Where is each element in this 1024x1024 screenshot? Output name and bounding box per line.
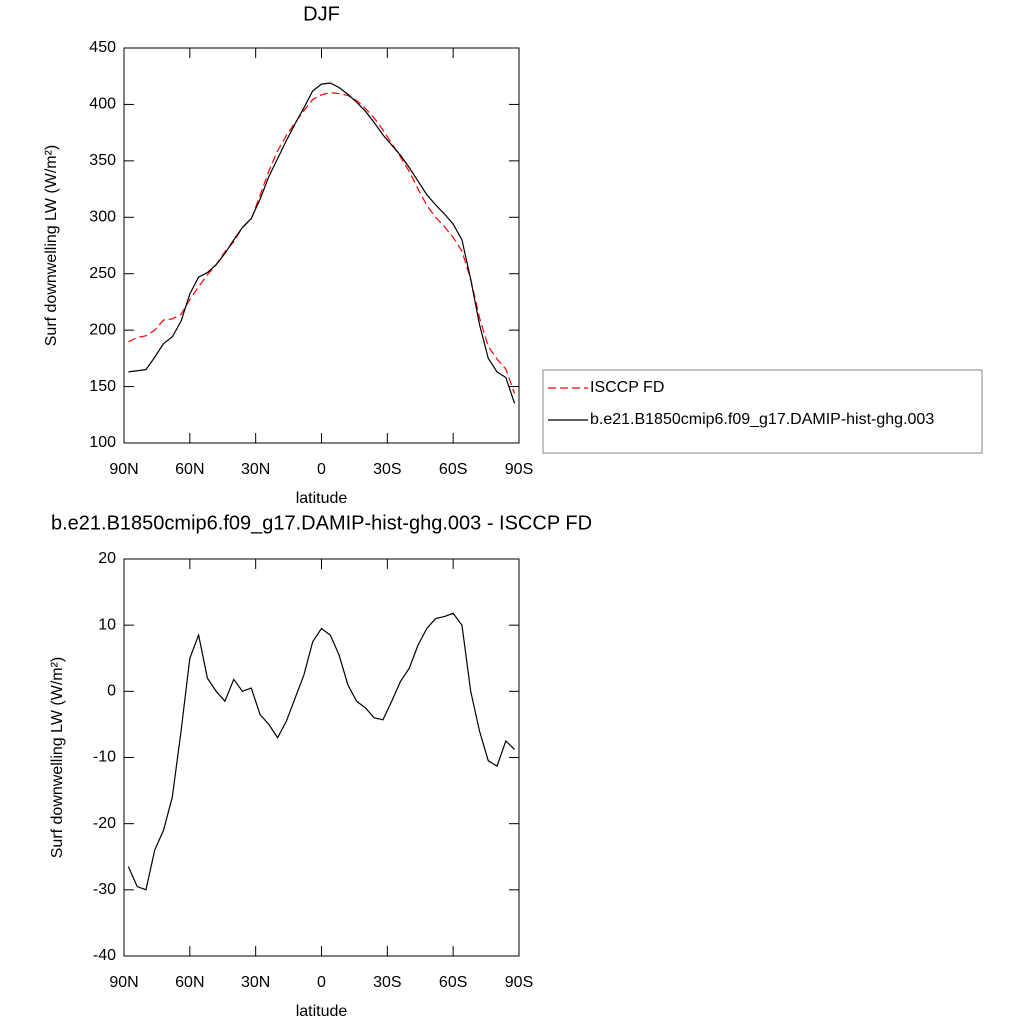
x-axis-label: latitude [296, 1003, 348, 1020]
x-tick-label: 30S [373, 461, 401, 478]
plot-frame [123, 47, 520, 444]
x-tick-label: 60S [439, 974, 467, 991]
y-tick-label: 100 [89, 434, 116, 451]
x-tick-label: 0 [317, 461, 326, 478]
legend-label: ISCCP FD [590, 379, 664, 396]
x-tick-label: 90S [505, 974, 533, 991]
legend-label: b.e21.B1850cmip6.f09_g17.DAMIP-hist-ghg.… [590, 411, 934, 428]
x-tick-label: 60N [175, 461, 204, 478]
y-tick-label: -20 [93, 815, 116, 832]
y-tick-label: 400 [89, 96, 116, 113]
x-tick-label: 0 [317, 974, 326, 991]
y-tick-label: 450 [89, 39, 116, 56]
x-tick-label: 30N [241, 974, 270, 991]
chart-title: b.e21.B1850cmip6.f09_g17.DAMIP-hist-ghg.… [51, 512, 592, 534]
x-axis-label: latitude [296, 490, 348, 507]
y-axis-label: Surf downwelling LW (W/m²) [43, 145, 60, 347]
y-axis-label: Surf downwelling LW (W/m²) [49, 657, 66, 859]
series-line [127, 612, 516, 891]
y-tick-label: 20 [98, 550, 116, 567]
x-tick-label: 60N [175, 974, 204, 991]
x-tick-label: 90N [109, 974, 138, 991]
y-tick-label: 150 [89, 378, 116, 395]
plot-frame [123, 558, 520, 957]
y-tick-label: 250 [89, 265, 116, 282]
y-tick-label: -10 [93, 749, 116, 766]
x-tick-label: 90N [109, 461, 138, 478]
x-tick-label: 60S [439, 461, 467, 478]
y-tick-label: -40 [93, 947, 116, 964]
y-tick-label: 350 [89, 152, 116, 169]
y-tick-label: 300 [89, 209, 116, 226]
x-tick-label: 90S [505, 461, 533, 478]
x-tick-label: 30N [241, 461, 270, 478]
chart-title: DJF [303, 3, 340, 25]
x-tick-label: 30S [373, 974, 401, 991]
y-tick-label: 0 [107, 683, 116, 700]
y-tick-label: -30 [93, 881, 116, 898]
series-line [128, 82, 516, 404]
series-line [128, 91, 516, 394]
y-tick-label: 200 [89, 321, 116, 338]
y-tick-label: 10 [98, 616, 116, 633]
legend-box [542, 369, 983, 454]
